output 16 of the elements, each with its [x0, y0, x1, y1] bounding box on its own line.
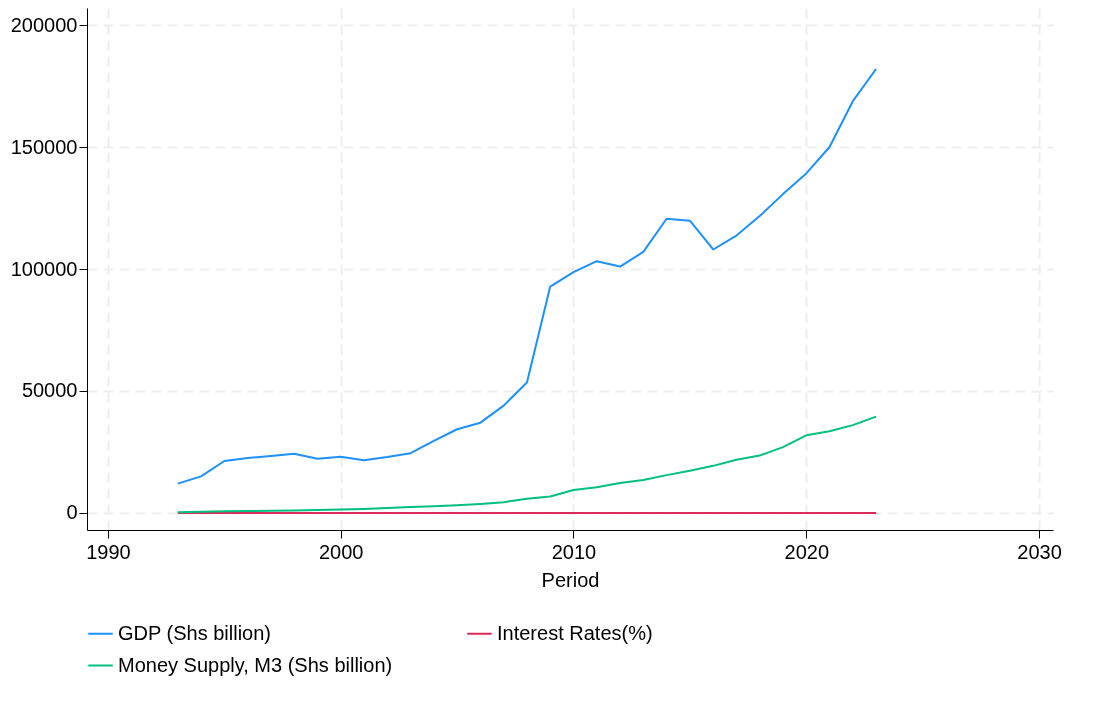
line-series: [176, 415, 878, 514]
y-tick-label: 150000: [10, 135, 78, 158]
x-tick-label: 2030: [1017, 540, 1062, 563]
line-series: [176, 67, 878, 485]
x-axis-title: Period: [541, 568, 600, 591]
legend-label: Money Supply, M3 (Shs billion): [118, 653, 393, 676]
x-tick-label: 1990: [86, 540, 131, 563]
y-tick-label: 0: [66, 501, 78, 524]
y-tick-label: 50000: [21, 379, 78, 402]
y-tick-label: 200000: [10, 13, 78, 36]
x-tick-label: 2010: [551, 540, 597, 563]
legend-label: GDP (Shs billion): [118, 621, 272, 644]
x-tick-label: 2020: [784, 540, 830, 563]
legend-label: Interest Rates(%): [497, 621, 653, 644]
y-tick-label: 100000: [10, 257, 78, 280]
x-tick-label: 2000: [318, 540, 364, 563]
